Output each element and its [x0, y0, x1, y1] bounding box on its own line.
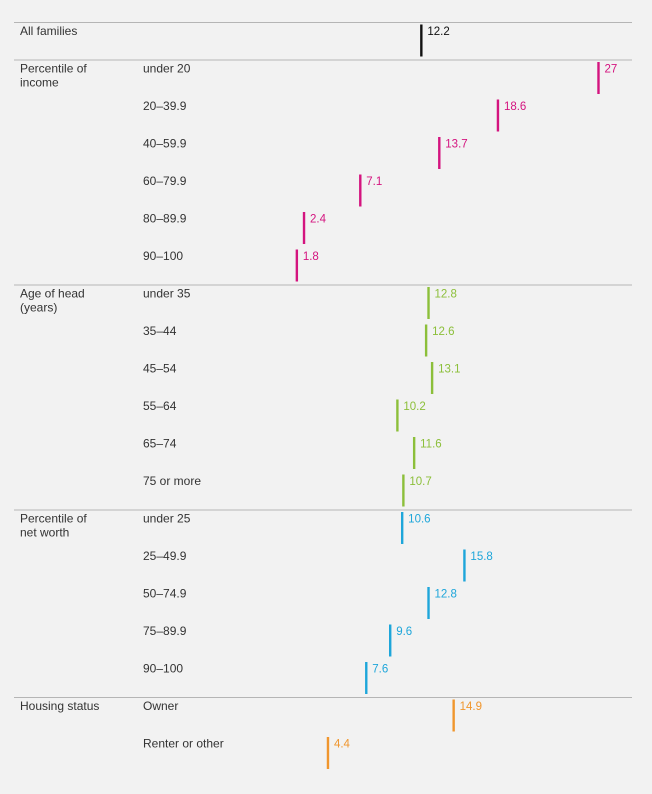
value-label: 18.6 [504, 101, 526, 113]
row-label: 50–74.9 [143, 587, 187, 601]
value-label: 12.2 [427, 26, 449, 38]
value-label: 15.8 [470, 551, 492, 563]
row-label: 60–79.9 [143, 174, 187, 188]
row-label: 40–59.9 [143, 137, 187, 151]
value-label: 10.6 [408, 514, 430, 526]
row-label: 55–64 [143, 399, 177, 413]
value-label: 10.2 [403, 401, 425, 413]
row-label: Owner [143, 699, 178, 713]
row-label: Renter or other [143, 737, 224, 751]
value-label: 9.6 [396, 626, 412, 638]
value-label: 12.6 [432, 326, 454, 338]
group-label: Housing status [20, 699, 99, 713]
row-label: 35–44 [143, 324, 177, 338]
row-label: 75 or more [143, 474, 201, 488]
value-label: 7.6 [372, 664, 388, 676]
value-label: 7.1 [366, 176, 382, 188]
group-label: Percentile of income [20, 62, 87, 90]
value-label: 1.8 [303, 251, 319, 263]
value-label: 13.1 [438, 364, 460, 376]
group-label: Age of head (years) [20, 287, 85, 315]
row-label: under 25 [143, 512, 191, 526]
row-label: 25–49.9 [143, 549, 187, 563]
row-label: 75–89.9 [143, 624, 187, 638]
group-label: All families [20, 24, 77, 38]
row-label: 90–100 [143, 249, 183, 263]
value-label: 12.8 [435, 589, 457, 601]
value-label: 27 [604, 64, 617, 76]
row-label: 45–54 [143, 362, 177, 376]
value-label: 4.4 [334, 739, 351, 751]
value-label: 13.7 [445, 139, 467, 151]
value-label: 11.6 [420, 439, 442, 451]
group-label: Percentile of net worth [20, 512, 87, 540]
value-label: 14.9 [460, 701, 482, 713]
value-label: 12.8 [435, 289, 457, 301]
row-label: 20–39.9 [143, 99, 187, 113]
value-label: 10.7 [409, 476, 431, 488]
row-label: 65–74 [143, 437, 177, 451]
row-label: under 20 [143, 62, 191, 76]
value-label: 2.4 [310, 214, 327, 226]
row-label: 80–89.9 [143, 212, 187, 226]
row-label: under 35 [143, 287, 191, 301]
row-label: 90–100 [143, 662, 183, 676]
